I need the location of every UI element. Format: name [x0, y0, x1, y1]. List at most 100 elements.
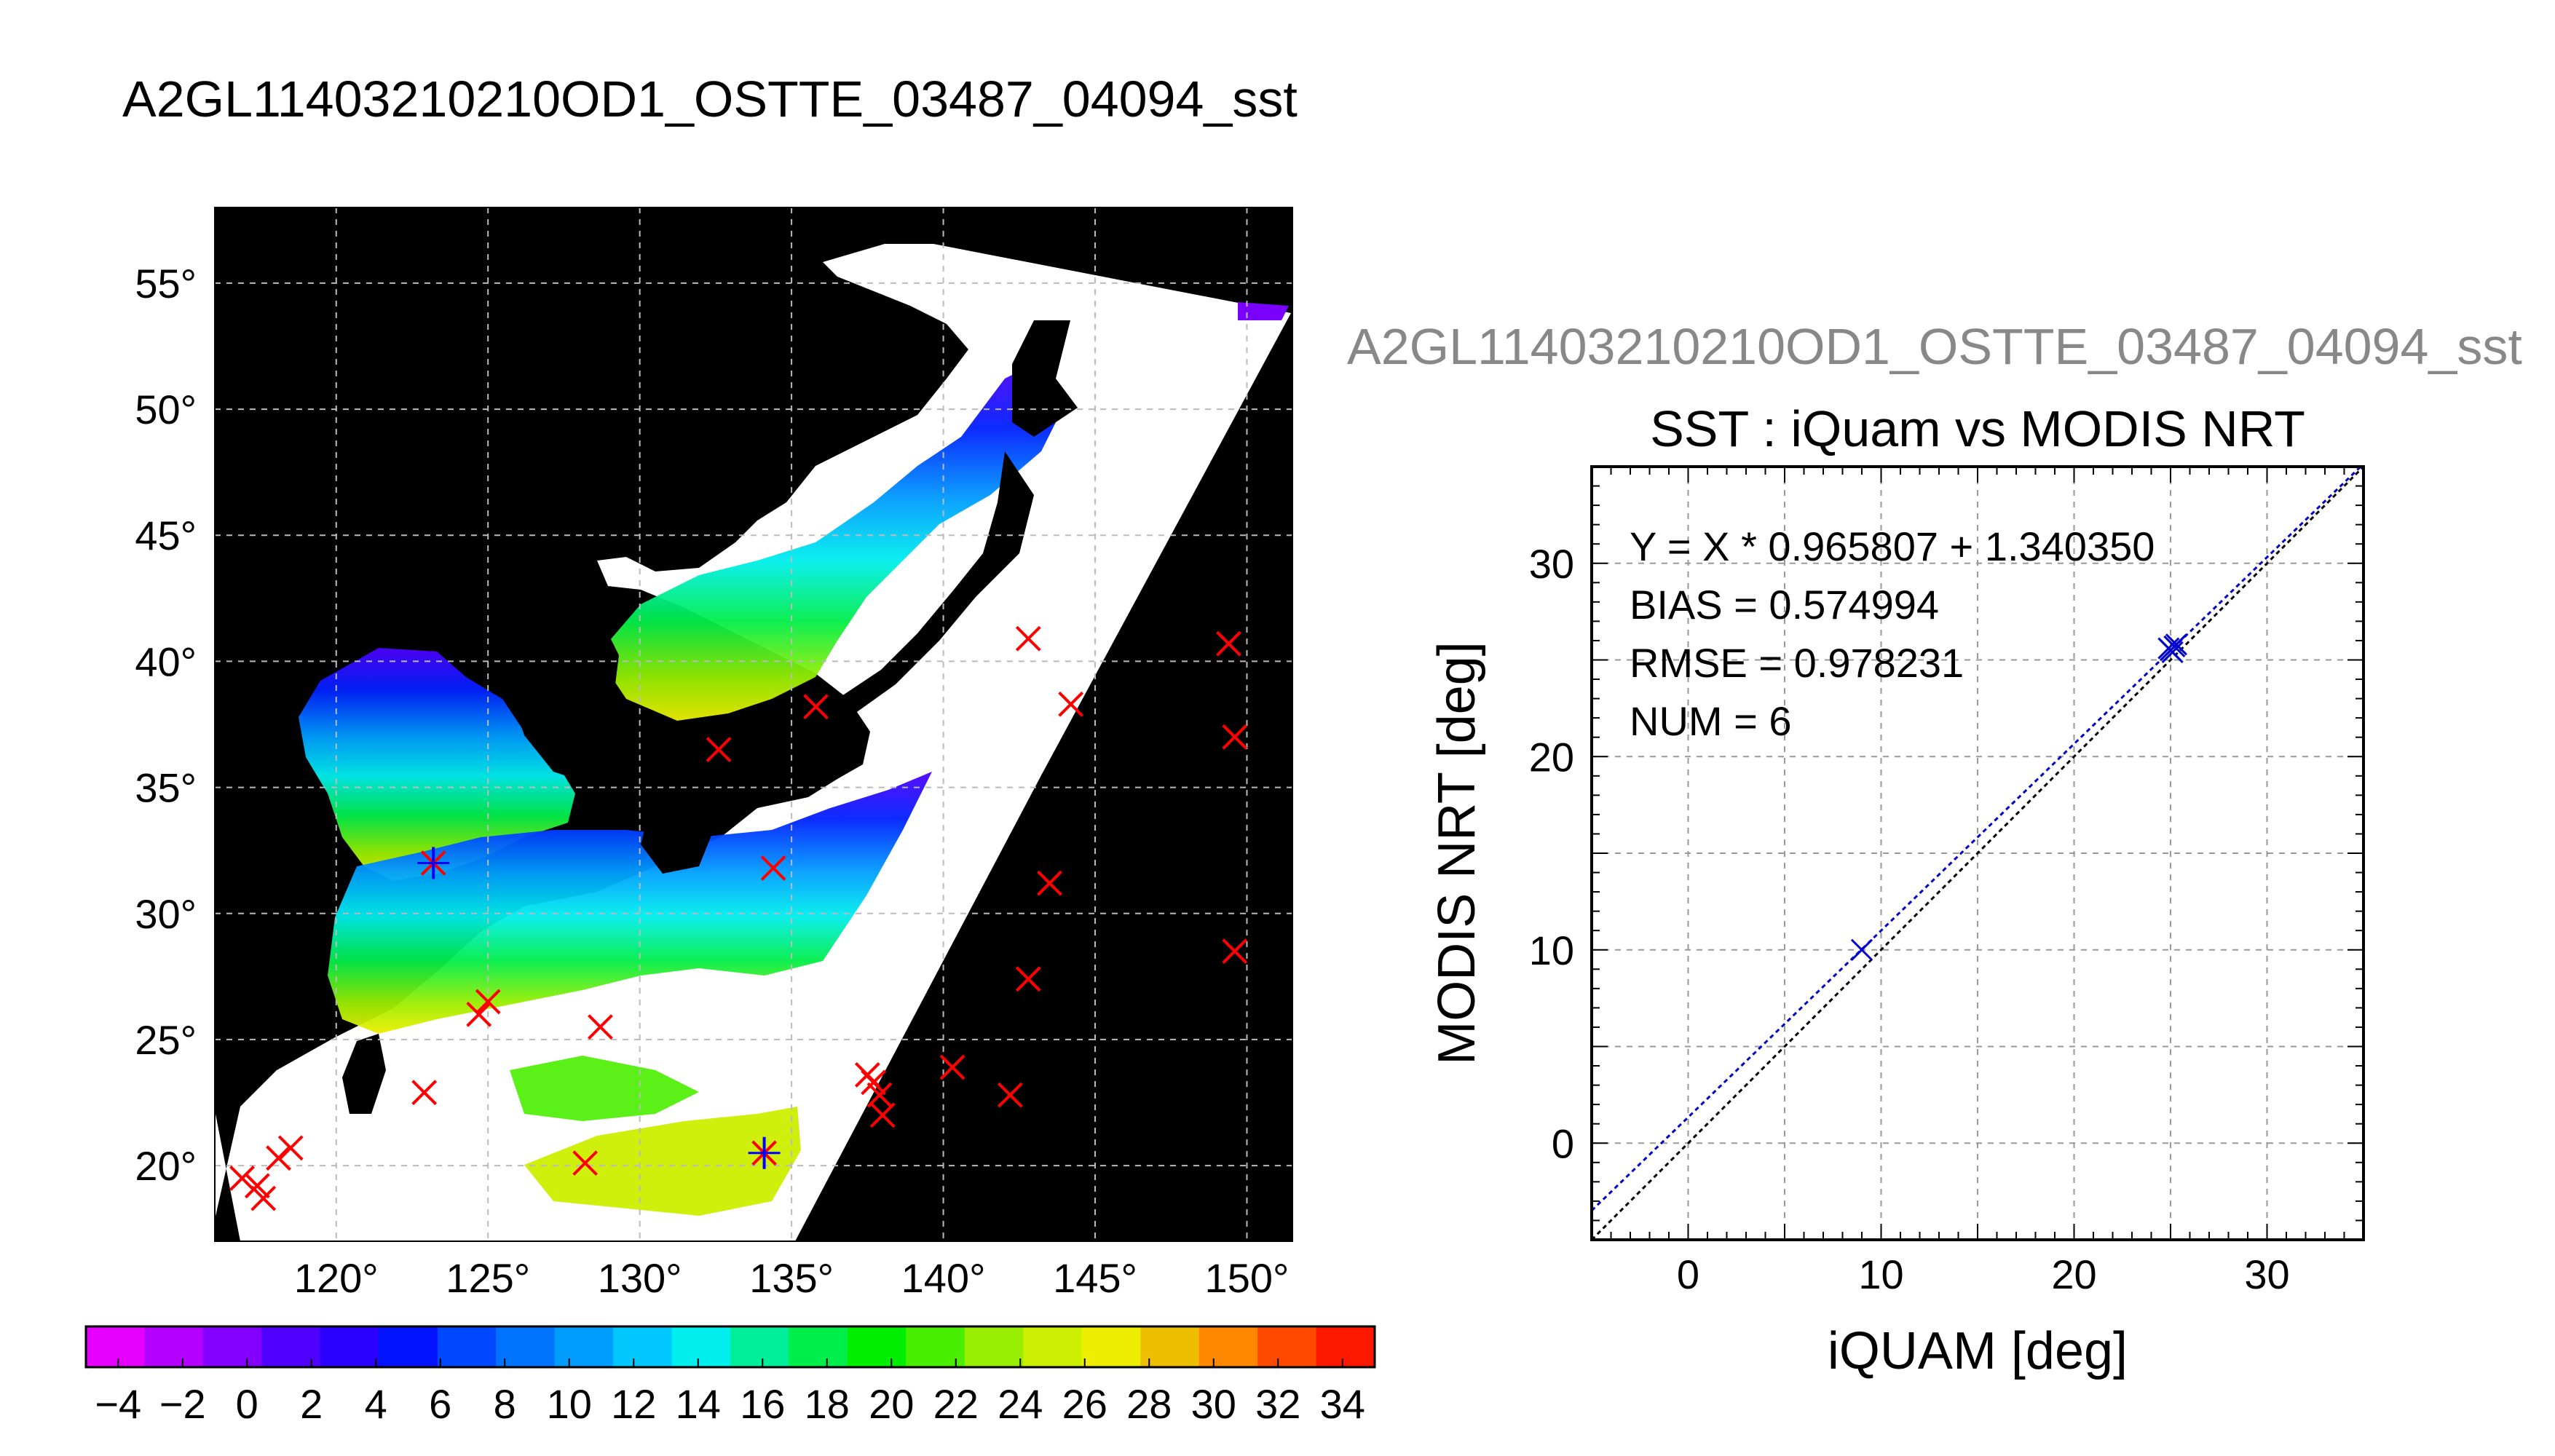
colorbar-tick-label: 16: [740, 1381, 785, 1427]
scatter-x-tick-label: 30: [2244, 1251, 2289, 1297]
colorbar-cell: [554, 1326, 614, 1367]
insitu-marker-stroke: [277, 1135, 304, 1161]
colorbar-tick-label: 30: [1191, 1381, 1236, 1427]
insitu-marker: [869, 1102, 896, 1128]
insitu-marker: [748, 1136, 781, 1169]
scatter-y-tick-label: 0: [1552, 1120, 1574, 1166]
insitu-marker: [1015, 966, 1041, 992]
map-lon-labels: 120° 125° 130° 135° 140° 145° 150°: [294, 1255, 1290, 1301]
insitu-marker-stroke: [1015, 625, 1041, 652]
sst-south-green: [510, 1056, 699, 1121]
identity-line: [1592, 467, 2364, 1240]
sst-japan-sea: [597, 364, 1063, 721]
insitu-marker: [277, 1135, 304, 1161]
colorbar-cell: [847, 1326, 907, 1367]
scatter-tick-labels: 0 10 20 30 0 10 20 30: [1529, 541, 2290, 1297]
colorbar-cell: [1023, 1326, 1083, 1367]
colorbar-tick-label: 10: [547, 1381, 592, 1427]
insitu-marker: [229, 1166, 255, 1191]
regression-fit-line: [1592, 467, 2363, 1211]
stats-box: Y = X * 0.965807 + 1.340350 BIAS = 0.574…: [1630, 523, 2155, 744]
colorbar-cell: [1140, 1326, 1200, 1367]
scatter-x-tick-label: 20: [2051, 1251, 2096, 1297]
scatter-x-tick-label: 0: [1677, 1251, 1699, 1297]
scatter-points: [1850, 633, 2188, 961]
insitu-marker-stroke: [939, 1054, 965, 1080]
colorbar-tick-label: 24: [998, 1381, 1043, 1427]
colorbar-tick-label: 34: [1320, 1381, 1365, 1427]
colorbar-cell: [1316, 1326, 1375, 1367]
insitu-marker-stroke: [706, 737, 732, 763]
insitu-marker-stroke: [229, 1166, 255, 1191]
sst-okhotsk: [1238, 302, 1289, 320]
stat-fit-equation: Y = X * 0.965807 + 1.340350: [1630, 523, 2155, 569]
land-kyushu-shikoku: [641, 801, 714, 874]
map-lat-tick-label: 35°: [135, 765, 197, 811]
insitu-marker: [939, 1054, 965, 1080]
colorbar-cell: [1198, 1326, 1258, 1367]
sst-yellow-sea: [299, 648, 575, 881]
map-swath-layer: [215, 244, 1291, 1241]
colorbar-cell: [613, 1326, 673, 1367]
colorbar-frame: [84, 1325, 1376, 1369]
colorbar-cell: [320, 1326, 379, 1367]
map-lon-tick-label: 140°: [901, 1255, 986, 1301]
insitu-marker: [475, 989, 501, 1015]
insitu-marker: [1222, 938, 1248, 965]
insitu-marker-stroke: [1058, 691, 1084, 717]
stat-rmse: RMSE = 0.978231: [1630, 640, 1964, 686]
insitu-marker-stroke: [861, 1069, 887, 1096]
colorbar-tick-label: 2: [300, 1381, 323, 1427]
colorbar-cell: [789, 1326, 848, 1367]
colorbar-cell: [144, 1326, 204, 1367]
insitu-marker-stroke: [244, 1173, 270, 1199]
insitu-marker: [572, 1150, 599, 1176]
land-hokkaido: [1012, 320, 1078, 437]
insitu-marker: [997, 1082, 1023, 1108]
map-insitu-markers: [229, 625, 1248, 1211]
map-lat-tick-label: 40°: [135, 638, 197, 684]
insitu-marker: [411, 1080, 438, 1106]
insitu-marker: [250, 1185, 277, 1211]
colorbar-tick-label: 22: [933, 1381, 979, 1427]
colorbar-tick-label: 6: [429, 1381, 451, 1427]
land-korea: [502, 604, 626, 786]
scatter-point: [2165, 633, 2188, 656]
map-lat-tick-label: 55°: [135, 261, 197, 306]
scatter-header: A2GL11403210210OD1_OSTTE_03487_04094_sst: [1347, 318, 2522, 375]
colorbar-tick-label: 14: [676, 1381, 721, 1427]
insitu-marker: [1222, 724, 1248, 750]
insitu-marker-stroke: [869, 1102, 896, 1128]
map-lat-tick-label: 50°: [135, 387, 197, 432]
colorbar-tick-label: −4: [95, 1381, 141, 1427]
sst-south-yellow: [524, 1107, 801, 1216]
map-lon-tick-label: 130°: [598, 1255, 682, 1301]
scatter-panel: A2GL11403210210OD1_OSTTE_03487_04094_sst…: [1347, 318, 2522, 1380]
insitu-marker-stroke: [760, 855, 786, 881]
insitu-marker-stroke: [997, 1082, 1023, 1108]
colorbar-cell: [86, 1326, 145, 1367]
colorbar-cell: [1081, 1326, 1141, 1367]
colorbar: −4 −2 0 2 4 6 8 10 12 14 16 18 20 22 24 26 28 30 32 34: [84, 1325, 1376, 1427]
map-lon-tick-label: 125°: [446, 1255, 530, 1301]
stat-num: NUM = 6: [1630, 698, 1792, 744]
land-taiwan: [342, 1034, 386, 1114]
scatter-reference-lines: [1592, 467, 2364, 1240]
colorbar-labels: −4 −2 0 2 4 6 8 10 12 14 16 18 20 22 24 26 28 30 32 34: [95, 1358, 1365, 1427]
map-lat-labels: 55° 50° 45° 40° 35° 30° 25° 20°: [135, 261, 197, 1189]
colorbar-cell: [671, 1326, 731, 1367]
insitu-marker: [803, 694, 829, 720]
insitu-marker: [1015, 625, 1041, 652]
scatter-y-tick-label: 30: [1529, 541, 1574, 587]
y-axis-label: MODIS NRT [deg]: [1428, 641, 1486, 1065]
insitu-marker: [588, 1014, 613, 1040]
insitu-marker: [861, 1069, 887, 1096]
colorbar-cell: [379, 1326, 438, 1367]
map-lon-tick-label: 150°: [1205, 1255, 1290, 1301]
insitu-marker-stroke: [803, 694, 829, 720]
colorbar-tick-label: 0: [236, 1381, 258, 1427]
scatter-title: SST : iQuam vs MODIS NRT: [1650, 400, 2305, 457]
map-lat-tick-label: 25°: [135, 1017, 197, 1063]
